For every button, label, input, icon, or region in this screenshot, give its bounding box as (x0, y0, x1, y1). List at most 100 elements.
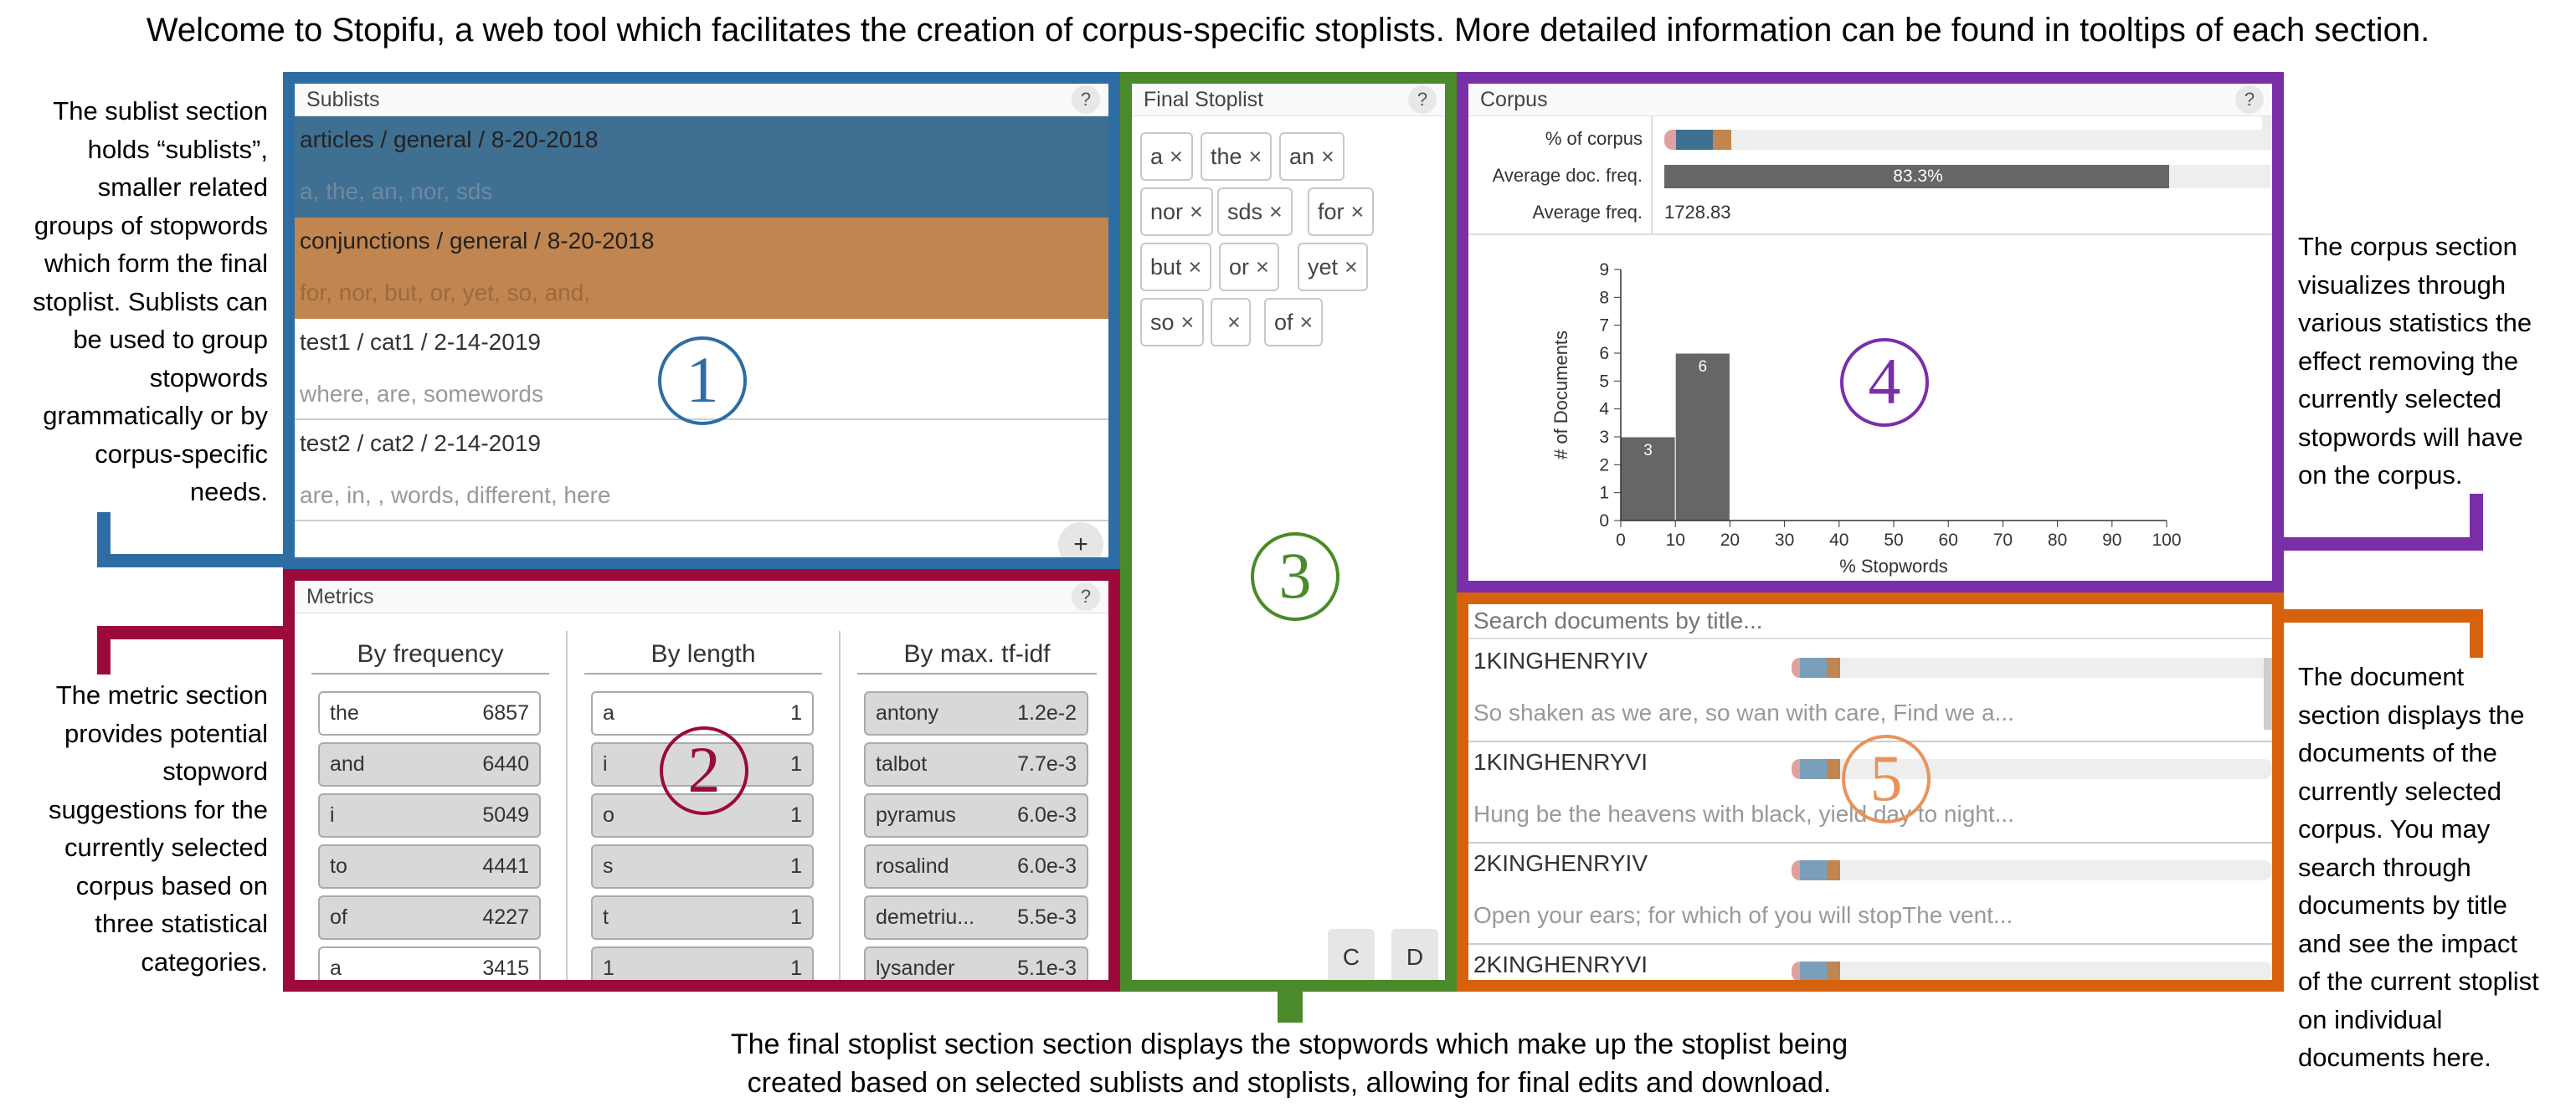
x-tick-label: 70 (1993, 531, 2013, 550)
copy-button[interactable]: C (1328, 929, 1375, 980)
remove-chip-icon[interactable]: × (1350, 199, 1365, 224)
metric-value: 1 (790, 701, 802, 725)
sublist-item[interactable]: conjunctions / general / 8-20-2018 for, … (295, 218, 1108, 319)
metric-row[interactable]: pyramus 6.0e-3 (864, 793, 1088, 838)
metric-word: to (330, 854, 347, 878)
sublists-connector-h (97, 554, 291, 567)
x-tick-label: 60 (1939, 531, 1958, 550)
sublist-item[interactable]: test2 / cat2 / 2-14-2019 are, in, , word… (295, 420, 1108, 521)
stopword-chip[interactable]: but × (1140, 243, 1212, 291)
remove-chip-icon[interactable]: × (1180, 310, 1195, 335)
stopword-chip[interactable]: of × (1264, 298, 1324, 346)
histogram-bar (1620, 436, 1676, 521)
final-stoplist-header: Final Stoplist ? (1132, 84, 1445, 116)
stopword-chip[interactable]: for × (1308, 187, 1375, 236)
metric-row[interactable]: lysander 5.1e-3 (864, 946, 1088, 980)
documents-scrollbar[interactable] (2264, 658, 2272, 730)
metric-value: 5.1e-3 (1017, 957, 1077, 980)
metric-value: 1 (790, 803, 802, 827)
y-tick-label: 1 (1599, 484, 1609, 503)
download-button[interactable]: D (1391, 929, 1438, 980)
add-sublist-button[interactable]: + (1058, 522, 1103, 557)
metric-row[interactable]: demetriu... 5.5e-3 (864, 895, 1088, 940)
annotation-line: holds “sublists”, (87, 134, 268, 164)
corpus-panel: Corpus ? % of corpus Average doc. freq. … (1457, 72, 2284, 592)
corpus-connector-v (2470, 494, 2483, 551)
final-stoplist-panel: Final Stoplist ? a × the × an × nor × sds × for × bu… (1120, 72, 1457, 992)
x-tick-label: 50 (1884, 531, 1903, 550)
sublists-help-icon[interactable]: ? (1072, 85, 1100, 114)
metrics-help-icon[interactable]: ? (1072, 582, 1100, 611)
annotation-line: be used to group (73, 325, 268, 354)
stopword-chip[interactable]: the × (1201, 132, 1273, 181)
metric-row[interactable]: the 6857 (318, 691, 541, 736)
sublist-item-words: are, in, , words, different, here (300, 482, 611, 508)
x-tick-label: 10 (1666, 531, 1685, 550)
sublist-item[interactable]: articles / general / 8-20-2018 a, the, a… (295, 116, 1108, 218)
metric-value: 3415 (482, 957, 529, 980)
stopword-chip-label: yet (1308, 254, 1339, 280)
remove-chip-icon[interactable]: × (1321, 144, 1334, 169)
metric-value: 7.7e-3 (1017, 752, 1077, 776)
stopword-chip[interactable]: × (1211, 298, 1251, 346)
document-stopword-bar (1792, 962, 2272, 980)
document-row[interactable]: 2KINGHENRYIV Open your ears; for which of… (1468, 844, 2272, 945)
annotation-line: stoplist. Sublists can (33, 286, 268, 316)
metric-row[interactable]: and 6440 (318, 742, 541, 787)
remove-chip-icon[interactable]: × (1299, 310, 1314, 335)
final-stoplist-title: Final Stoplist (1144, 88, 1264, 111)
metric-word: a (330, 957, 342, 980)
remove-chip-icon[interactable]: × (1248, 144, 1262, 169)
x-tick-label: 20 (1720, 531, 1740, 550)
stopword-chip[interactable]: yet × (1298, 243, 1368, 291)
metric-row[interactable]: talbot 7.7e-3 (864, 742, 1088, 787)
stopword-chip-label: sds (1227, 199, 1263, 224)
metric-row[interactable]: i 5049 (318, 793, 541, 838)
final-stoplist-help-icon[interactable]: ? (1408, 85, 1437, 114)
stopword-chip[interactable]: a × (1140, 132, 1193, 181)
stopword-chip[interactable]: nor × (1140, 187, 1213, 236)
metrics-header: Metrics ? (295, 581, 1108, 613)
annotation-line: three statistical (95, 909, 268, 938)
metric-row[interactable]: to 4441 (318, 844, 541, 889)
metric-word: and (330, 752, 365, 776)
documents-connector (2269, 609, 2483, 623)
metric-row[interactable]: of 4227 (318, 895, 541, 940)
x-axis-title: % Stopwords (1839, 556, 1948, 577)
metric-row[interactable]: a 3415 (318, 946, 541, 980)
metric-word: rosalind (876, 854, 949, 878)
remove-chip-icon[interactable]: × (1269, 199, 1283, 224)
documents-annotation: The document section displays the document… (2298, 658, 2574, 1077)
metrics-panel: Metrics ? By frequency the 6857 and 6440 i 504… (283, 569, 1120, 992)
stopword-chip[interactable]: or × (1219, 243, 1279, 291)
metrics-connector (97, 626, 291, 639)
stopword-chip[interactable]: so × (1140, 298, 1205, 346)
metric-row[interactable]: rosalind 6.0e-3 (864, 844, 1088, 889)
annotation-line: grammatically or by (43, 401, 268, 430)
remove-chip-icon[interactable]: × (1256, 254, 1269, 280)
remove-chip-icon[interactable]: × (1345, 254, 1358, 280)
stopword-chip[interactable]: sds × (1217, 187, 1293, 236)
documents-panel: 1KINGHENRYIV So shaken as we are, so wan … (1457, 592, 2284, 992)
metrics-title: Metrics (306, 585, 374, 608)
remove-chip-icon[interactable]: × (1227, 310, 1241, 335)
document-search-input[interactable] (1468, 604, 2272, 639)
metric-row[interactable]: antony 1.2e-2 (864, 691, 1088, 736)
remove-chip-icon[interactable]: × (1188, 254, 1202, 280)
y-tick-label: 4 (1599, 400, 1609, 419)
remove-chip-icon[interactable]: × (1170, 144, 1183, 169)
annotation-line: The sublist section (53, 96, 268, 126)
sublists-number-badge: 1 (658, 336, 747, 425)
corpus-help-icon[interactable]: ? (2235, 85, 2264, 114)
x-tick-label: 0 (1616, 531, 1626, 550)
remove-chip-icon[interactable]: × (1190, 199, 1203, 224)
document-row[interactable]: 1KINGHENRYIV So shaken as we are, so wan … (1468, 641, 2272, 742)
document-row[interactable]: 2KINGHENRYVI (1468, 945, 2272, 980)
y-tick-label: 8 (1599, 288, 1609, 307)
stopword-chip-label: the (1211, 144, 1242, 169)
stopword-chip[interactable]: an × (1279, 132, 1345, 181)
